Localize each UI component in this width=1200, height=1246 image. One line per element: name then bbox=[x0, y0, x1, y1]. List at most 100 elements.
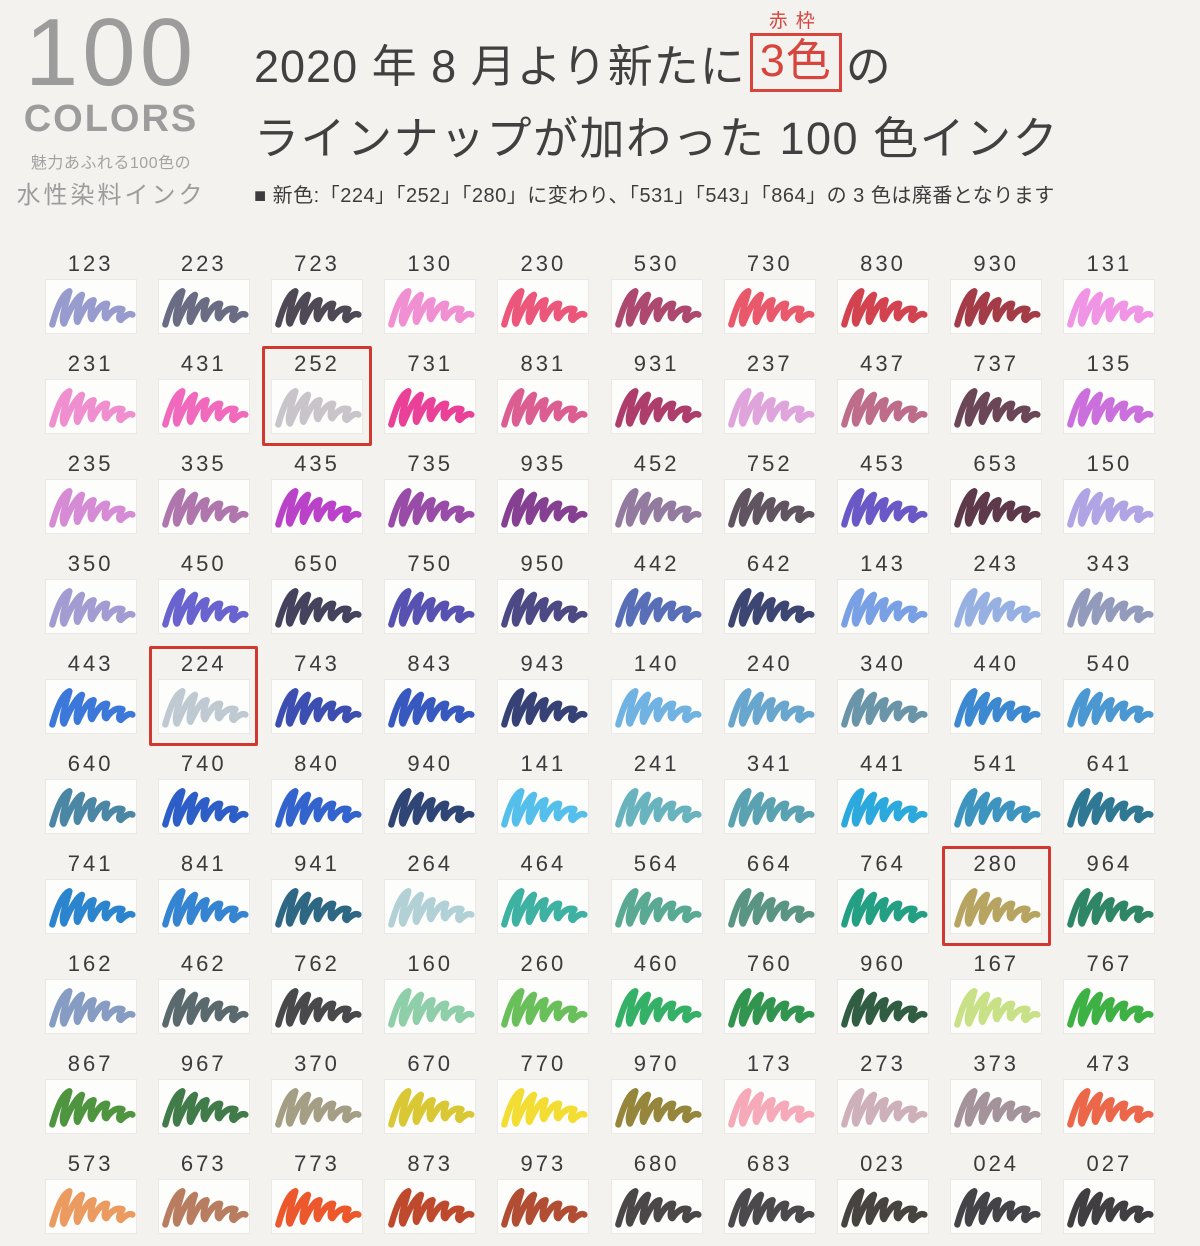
ink-code-label: 773 bbox=[294, 1151, 340, 1176]
ink-swatch-cell: 335 bbox=[149, 446, 258, 546]
ink-code-label: 964 bbox=[1086, 851, 1133, 876]
ink-scribble-icon bbox=[614, 788, 702, 829]
ink-code-label: 235 bbox=[67, 451, 114, 476]
ink-swatch-cell: 350 bbox=[36, 546, 145, 646]
ink-swatch-cell: 640 bbox=[36, 746, 145, 846]
ink-code-label: 841 bbox=[180, 851, 227, 876]
ink-scribble-icon bbox=[161, 388, 249, 429]
ink-swatch-cell: 960 bbox=[828, 946, 937, 1046]
ink-scribble-icon bbox=[954, 388, 1041, 429]
ink-swatch-box bbox=[271, 1180, 362, 1234]
ink-scribble-icon bbox=[1067, 988, 1154, 1029]
ink-swatch-box bbox=[271, 580, 362, 634]
highlighted-count: 3色 bbox=[749, 33, 842, 92]
ink-swatch-box bbox=[158, 880, 249, 934]
ink-swatch-cell: 431 bbox=[149, 346, 258, 446]
ink-scribble-icon bbox=[954, 588, 1041, 629]
ink-swatch-cell: 462 bbox=[149, 946, 258, 1046]
ink-scribble-icon bbox=[727, 1088, 815, 1129]
ink-code-label: 450 bbox=[180, 551, 227, 576]
ink-code-label: 231 bbox=[67, 351, 114, 376]
ink-swatch-box bbox=[158, 380, 249, 434]
ink-scribble-icon bbox=[48, 288, 136, 329]
ink-swatch-cell: 453 bbox=[828, 446, 937, 546]
ink-swatch-cell: 223 bbox=[149, 246, 258, 346]
ink-swatch-cell: 967 bbox=[149, 1046, 258, 1146]
ink-scribble-icon bbox=[501, 488, 588, 529]
ink-swatch-cell: 843 bbox=[376, 646, 485, 746]
ink-swatch-box bbox=[951, 980, 1042, 1034]
ink-swatch-box bbox=[385, 1080, 476, 1134]
ink-code-label: 273 bbox=[860, 1051, 906, 1076]
ink-swatch-cell: 831 bbox=[489, 346, 598, 446]
ink-code-label: 123 bbox=[67, 251, 114, 276]
ink-swatch-box bbox=[611, 780, 702, 834]
ink-swatch-cell: 237 bbox=[715, 346, 824, 446]
ink-swatch-cell: 943 bbox=[489, 646, 598, 746]
ink-scribble-icon bbox=[48, 1088, 136, 1129]
ink-swatch-box bbox=[724, 980, 815, 1034]
ink-scribble-icon bbox=[501, 988, 588, 1029]
ink-swatch-box bbox=[498, 280, 589, 334]
headline: 2020 年 8 月より新たに 赤枠 3色 の ラインナップが加わった 100 … bbox=[254, 11, 1059, 208]
ink-code-label: 443 bbox=[67, 651, 114, 676]
ink-swatch-cell: 935 bbox=[489, 446, 598, 546]
ink-swatch-box bbox=[45, 1180, 136, 1234]
red-box-wrap: 赤枠 3色 bbox=[749, 11, 842, 92]
ink-scribble-icon bbox=[48, 388, 136, 429]
ink-swatch-cell: 027 bbox=[1055, 1146, 1164, 1246]
ink-code-label: 224 bbox=[180, 651, 227, 676]
ink-code-label: 950 bbox=[520, 551, 567, 576]
ink-scribble-icon bbox=[727, 1188, 815, 1229]
ink-swatch-cell: 173 bbox=[715, 1046, 824, 1146]
ink-swatch-box bbox=[158, 580, 249, 634]
ink-swatch-cell: 373 bbox=[942, 1046, 1051, 1146]
ink-code-label: 843 bbox=[407, 651, 454, 676]
ink-code-label: 830 bbox=[860, 251, 906, 276]
ink-swatch-cell: 964 bbox=[1055, 846, 1164, 946]
ink-code-label: 243 bbox=[973, 551, 1020, 576]
ink-code-label: 641 bbox=[1086, 751, 1133, 776]
ink-swatch-cell: 735 bbox=[376, 446, 485, 546]
ink-swatch-box bbox=[385, 580, 476, 634]
ink-scribble-icon bbox=[727, 488, 815, 529]
ink-swatch-box bbox=[1064, 880, 1155, 934]
ink-scribble-icon bbox=[954, 988, 1041, 1029]
ink-code-label: 241 bbox=[633, 751, 680, 776]
ink-swatch-box bbox=[951, 480, 1042, 534]
ink-code-label: 723 bbox=[294, 251, 340, 276]
ink-scribble-icon bbox=[161, 588, 249, 629]
ink-swatch-cell: 650 bbox=[262, 546, 371, 646]
ink-scribble-icon bbox=[388, 1188, 475, 1229]
ink-swatch-box bbox=[45, 380, 136, 434]
ink-code-label: 840 bbox=[294, 751, 340, 776]
ink-swatch-box bbox=[951, 380, 1042, 434]
ink-swatch-box bbox=[837, 680, 928, 734]
ink-scribble-icon bbox=[954, 788, 1041, 829]
ink-code-label: 673 bbox=[180, 1151, 227, 1176]
ink-scribble-icon bbox=[275, 788, 362, 829]
ink-swatch-cell: 160 bbox=[376, 946, 485, 1046]
ink-swatch-box bbox=[951, 580, 1042, 634]
ink-scribble-icon bbox=[841, 588, 928, 629]
ink-scribble-icon bbox=[1067, 788, 1154, 829]
ink-code-label: 760 bbox=[746, 951, 793, 976]
ink-code-label: 867 bbox=[67, 1051, 114, 1076]
ink-swatch-box bbox=[1064, 780, 1155, 834]
ink-swatch-box bbox=[385, 680, 476, 734]
ink-swatch-box bbox=[45, 980, 136, 1034]
ink-scribble-icon bbox=[1067, 688, 1154, 729]
ink-swatch-cell: 723 bbox=[262, 246, 371, 346]
ink-swatch-cell: 135 bbox=[1055, 346, 1164, 446]
ink-swatch-cell: 740 bbox=[149, 746, 258, 846]
ink-swatch-box bbox=[611, 580, 702, 634]
ink-swatch-cell: 770 bbox=[489, 1046, 598, 1146]
ink-scribble-icon bbox=[161, 1188, 249, 1229]
ink-swatch-cell: 435 bbox=[262, 446, 371, 546]
ink-swatch-box bbox=[837, 880, 928, 934]
ink-scribble-icon bbox=[48, 888, 136, 929]
ink-code-label: 767 bbox=[1086, 951, 1133, 976]
ink-code-label: 683 bbox=[746, 1151, 793, 1176]
ink-swatch-cell: 140 bbox=[602, 646, 711, 746]
ink-swatch-box bbox=[611, 980, 702, 1034]
